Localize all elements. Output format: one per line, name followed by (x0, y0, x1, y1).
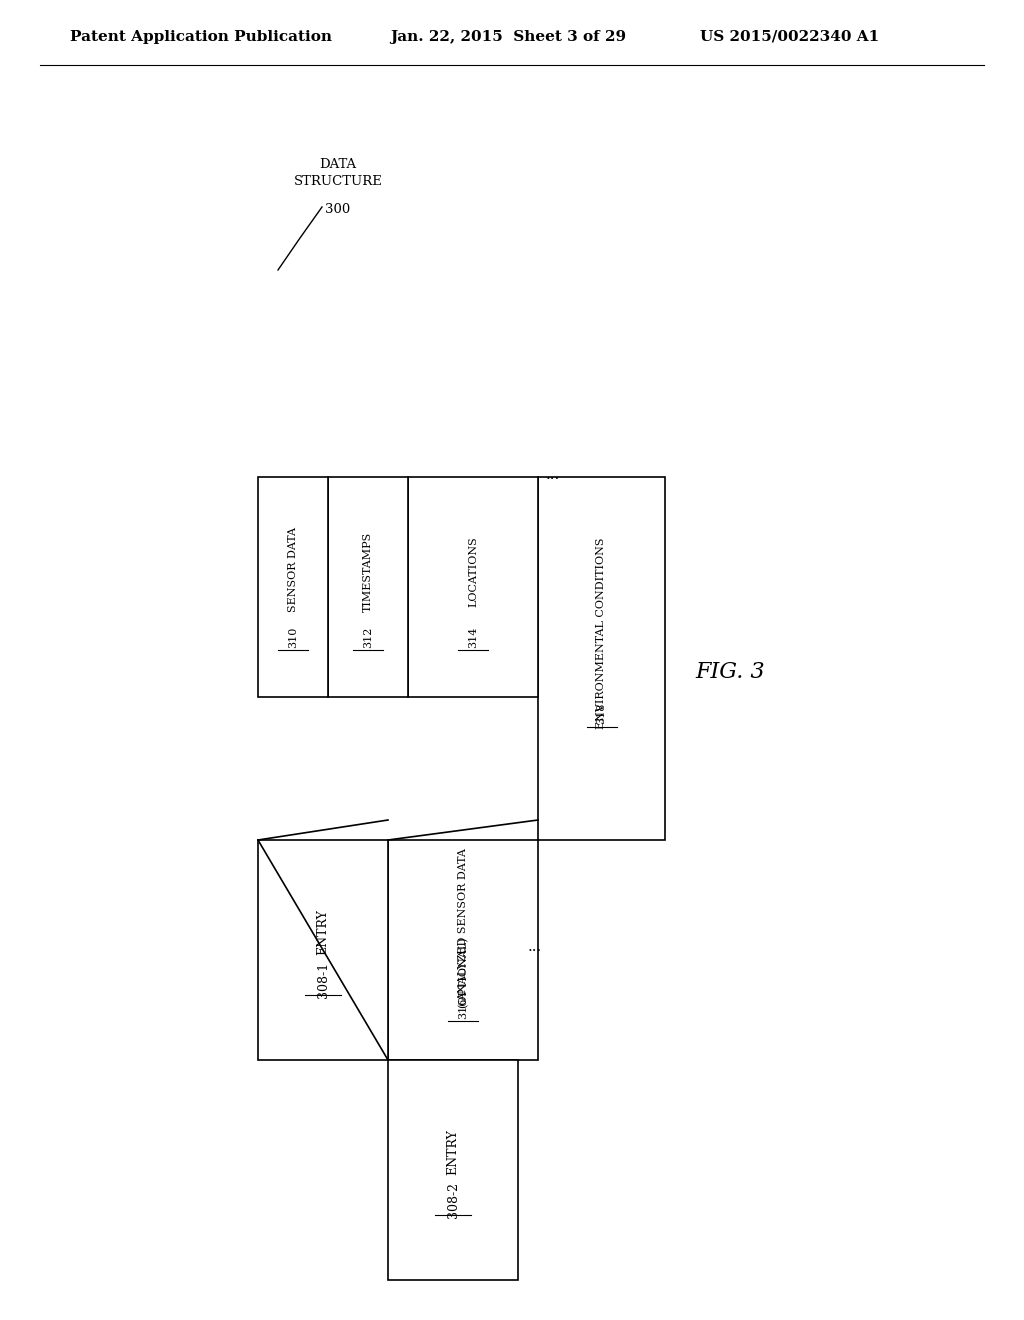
Text: ENTRY: ENTRY (316, 909, 330, 954)
Text: Patent Application Publication: Patent Application Publication (70, 30, 332, 44)
Text: 310: 310 (288, 626, 298, 648)
Text: 312: 312 (362, 626, 373, 648)
Text: Jan. 22, 2015  Sheet 3 of 29: Jan. 22, 2015 Sheet 3 of 29 (390, 30, 626, 44)
Text: TIMESTAMPS: TIMESTAMPS (362, 532, 373, 612)
Bar (258, 477, 328, 697)
Bar (388, 840, 538, 1060)
Text: 308-2: 308-2 (446, 1181, 460, 1218)
Text: ...: ... (528, 940, 543, 954)
Text: ...: ... (546, 469, 560, 482)
Bar (408, 477, 538, 697)
Bar (388, 1060, 518, 1280)
Text: DATA: DATA (319, 158, 356, 172)
Text: STRUCTURE: STRUCTURE (294, 176, 382, 187)
Text: 318: 318 (597, 702, 606, 725)
Text: 308-1: 308-1 (316, 962, 330, 998)
Bar (538, 477, 665, 840)
Text: SENSOR DATA: SENSOR DATA (288, 527, 298, 611)
Text: 316: 316 (458, 998, 468, 1019)
Text: ENTRY: ENTRY (446, 1129, 460, 1175)
Text: ANALYZED SENSOR DATA: ANALYZED SENSOR DATA (458, 849, 468, 1002)
Text: LOCATIONS: LOCATIONS (468, 537, 478, 607)
Text: (OPTIONAL): (OPTIONAL) (458, 936, 468, 1007)
Bar (258, 840, 388, 1060)
Text: 314: 314 (468, 626, 478, 648)
Text: ENVIRONMENTAL CONDITIONS: ENVIRONMENTAL CONDITIONS (597, 537, 606, 729)
Bar (328, 477, 408, 697)
Text: 300: 300 (326, 203, 350, 216)
Text: FIG. 3: FIG. 3 (695, 661, 765, 682)
Text: US 2015/0022340 A1: US 2015/0022340 A1 (700, 30, 880, 44)
